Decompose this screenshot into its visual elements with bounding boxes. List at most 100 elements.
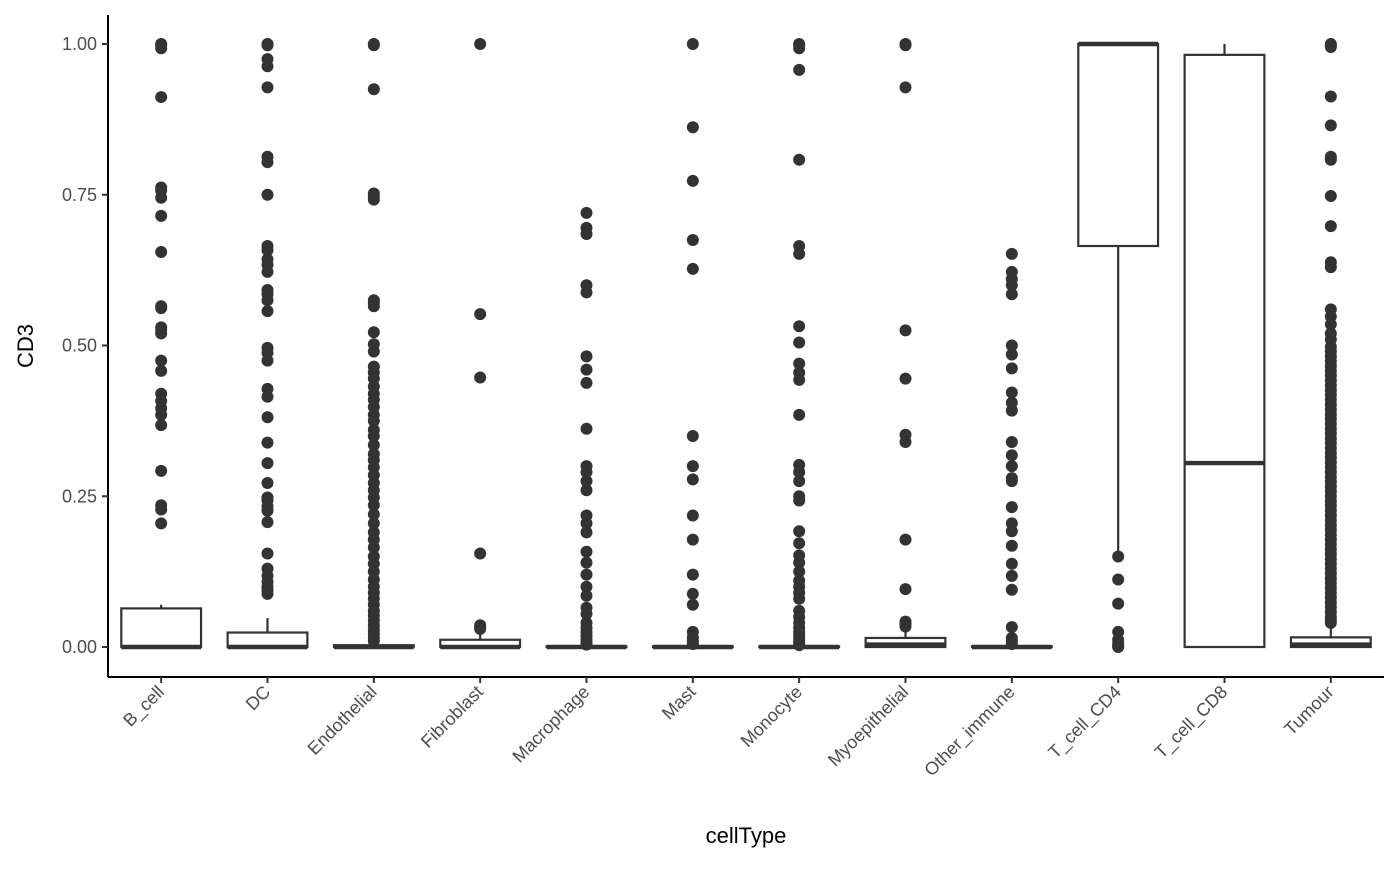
- outlier-point: [1324, 616, 1337, 629]
- outlier-point: [1324, 90, 1337, 103]
- y-tick-label: 1.00: [62, 34, 97, 54]
- box-group-b-cell: [120, 38, 203, 650]
- box: [1183, 53, 1266, 649]
- outlier-point: [1005, 475, 1018, 488]
- outlier-point: [899, 435, 912, 448]
- outlier-point: [155, 464, 168, 477]
- outlier-point: [580, 580, 593, 593]
- outlier-point: [899, 39, 912, 52]
- box-group-fibroblast: [439, 38, 522, 650]
- outlier-point: [261, 265, 274, 278]
- outlier-point: [155, 408, 168, 421]
- outlier-point: [580, 466, 593, 479]
- box-group-t-cell-cd8: [1183, 44, 1266, 649]
- outlier-point: [793, 63, 806, 76]
- outlier-point: [793, 639, 806, 652]
- outlier-point: [1112, 573, 1125, 586]
- outlier-point: [1005, 637, 1018, 650]
- outlier-point: [793, 592, 806, 605]
- outlier-point: [261, 587, 274, 600]
- outlier-point: [261, 305, 274, 318]
- outlier-point: [367, 541, 380, 554]
- outlier-point: [686, 233, 699, 246]
- outlier-point: [1005, 569, 1018, 582]
- outlier-point: [686, 429, 699, 442]
- outlier-point: [261, 294, 274, 307]
- box: [1289, 636, 1372, 649]
- outlier-point: [367, 300, 380, 313]
- outlier-point: [899, 583, 912, 596]
- outlier-point: [261, 516, 274, 529]
- x-tick-label: Other_immune: [920, 682, 1019, 781]
- x-tick-label: DC: [242, 682, 275, 715]
- outlier-point: [793, 475, 806, 488]
- outlier-point: [899, 620, 912, 633]
- outlier-point: [367, 499, 380, 512]
- box-group-dc: [226, 38, 309, 650]
- outlier-point: [155, 42, 168, 55]
- box-group-myoepithelial: [864, 38, 947, 649]
- outlier-point: [367, 83, 380, 96]
- outlier-point: [686, 38, 699, 50]
- outlier-point: [580, 607, 593, 620]
- x-tick-label: T_cell_CD4: [1044, 682, 1125, 763]
- outlier-point: [1005, 539, 1018, 552]
- outlier-point: [793, 565, 806, 578]
- outlier-point: [580, 363, 593, 376]
- outlier-point: [474, 547, 487, 560]
- outlier-point: [580, 227, 593, 240]
- outlier-point: [1005, 460, 1018, 473]
- outlier-point: [793, 373, 806, 386]
- x-tick-label: B_cell: [119, 682, 169, 732]
- outlier-point: [793, 525, 806, 538]
- outlier-point: [899, 372, 912, 385]
- outlier-point: [580, 206, 593, 219]
- box-group-endothelial: [332, 38, 415, 650]
- outlier-point: [1005, 449, 1018, 462]
- y-tick-label: 0.75: [62, 185, 97, 205]
- box-group-other-immune: [970, 247, 1053, 650]
- outlier-point: [155, 302, 168, 315]
- outlier-point: [261, 39, 274, 52]
- outlier-point: [1112, 597, 1125, 610]
- outlier-point: [367, 414, 380, 427]
- x-tick-label: Fibroblast: [417, 682, 487, 752]
- outlier-point: [1005, 435, 1018, 448]
- outlier-point: [474, 308, 487, 321]
- box-group-monocyte: [758, 38, 841, 652]
- outlier-point: [1005, 362, 1018, 375]
- box-group-t-cell-cd4: [1077, 41, 1160, 653]
- x-tick-label: Endothelial: [304, 682, 381, 759]
- outlier-point: [367, 508, 380, 521]
- outlier-point: [155, 517, 168, 530]
- y-tick-label: 0.25: [62, 486, 97, 506]
- outlier-point: [1005, 348, 1018, 361]
- outlier-point: [580, 475, 593, 488]
- outlier-point: [1324, 261, 1337, 274]
- outlier-point: [155, 354, 168, 367]
- outlier-point: [1005, 339, 1018, 352]
- outlier-point: [474, 371, 487, 384]
- outlier-point: [686, 509, 699, 522]
- outlier-point: [1005, 621, 1018, 634]
- outlier-point: [1005, 501, 1018, 514]
- outlier-point: [367, 345, 380, 358]
- outlier-point: [261, 390, 274, 403]
- y-tick-label: 0.50: [62, 336, 97, 356]
- x-tick-label: Myoepithelial: [824, 682, 912, 770]
- box: [120, 607, 203, 649]
- outlier-point: [1005, 404, 1018, 417]
- outlier-point: [793, 537, 806, 550]
- outlier-point: [261, 436, 274, 449]
- outlier-point: [1005, 386, 1018, 399]
- outlier-point: [899, 81, 912, 94]
- outlier-point: [261, 457, 274, 470]
- outlier-point: [899, 533, 912, 546]
- outlier-point: [1005, 557, 1018, 570]
- outlier-point: [793, 357, 806, 370]
- outlier-point: [155, 364, 168, 377]
- outlier-point: [155, 327, 168, 340]
- y-tick-label: 0.00: [62, 637, 97, 657]
- outlier-point: [367, 326, 380, 339]
